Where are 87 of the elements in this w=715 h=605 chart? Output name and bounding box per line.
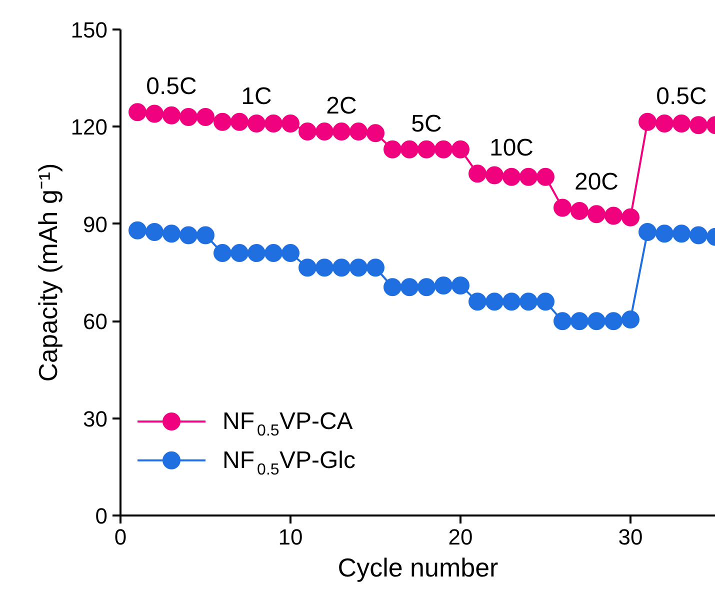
y-tick-label: 30: [83, 406, 108, 432]
point: [656, 114, 674, 132]
point: [384, 140, 402, 158]
point: [418, 140, 436, 158]
point: [146, 223, 164, 241]
point: [536, 168, 554, 186]
point: [554, 198, 572, 217]
point: [384, 278, 402, 296]
point: [520, 292, 538, 311]
point: [214, 244, 232, 262]
point: [656, 224, 674, 243]
point: [400, 140, 418, 158]
point: [162, 224, 180, 243]
x-axis-title: Cycle number: [338, 552, 499, 582]
point: [434, 140, 452, 158]
x-tick-label: 30: [618, 524, 643, 550]
point: [316, 258, 334, 277]
point: [452, 140, 470, 158]
point: [264, 114, 282, 132]
point: [366, 258, 384, 277]
point: [672, 114, 690, 132]
point: [418, 278, 436, 296]
point: [230, 244, 248, 262]
point: [486, 166, 504, 184]
point: [588, 312, 606, 330]
y-tick-label: 0: [95, 504, 108, 528]
point: [146, 104, 164, 123]
point: [604, 312, 622, 330]
annotation: 2C: [326, 92, 357, 120]
point: [570, 202, 588, 220]
point: [468, 292, 486, 311]
point: [502, 292, 520, 311]
point: [196, 108, 214, 126]
annotation: 0.5C: [146, 73, 197, 100]
point: [180, 108, 198, 126]
annotation: 20C: [574, 168, 619, 196]
point: [248, 114, 266, 132]
point: [316, 122, 334, 141]
point: [468, 164, 486, 183]
x-tick-label: 20: [448, 524, 473, 550]
annotation: 10C: [489, 134, 534, 162]
point: [128, 221, 146, 240]
annotation: 1C: [241, 82, 272, 110]
point: [604, 206, 622, 225]
point: [248, 244, 266, 262]
point: [350, 122, 368, 141]
point: [690, 226, 708, 244]
point: [638, 223, 656, 241]
point: [230, 112, 248, 131]
point: [214, 112, 232, 131]
point: [520, 168, 538, 186]
point: [128, 103, 146, 122]
point: [332, 122, 350, 141]
point: [196, 226, 214, 244]
y-axis-title: Capacity (mAh g⁻¹): [32, 163, 63, 382]
x-tick-label: 10: [278, 524, 303, 550]
point: [350, 258, 368, 277]
point: [282, 114, 300, 132]
point: [434, 276, 452, 294]
point: [400, 278, 418, 296]
y-tick-label: 150: [70, 18, 108, 42]
y-tick-label: 120: [70, 114, 108, 140]
point: [298, 122, 316, 141]
point: [180, 226, 198, 244]
point: [486, 292, 504, 311]
annotation: 0.5C: [656, 82, 707, 110]
point: [366, 124, 384, 142]
point: [554, 312, 572, 330]
y-tick-label: 60: [83, 309, 108, 334]
point: [332, 258, 350, 277]
point: [298, 258, 316, 277]
point: [690, 116, 708, 134]
point: [672, 224, 690, 243]
annotation: 5C: [411, 110, 442, 138]
point: [282, 244, 300, 262]
point: [536, 292, 554, 311]
point: [622, 208, 640, 226]
point: [162, 106, 180, 124]
point: [452, 276, 470, 294]
point: [588, 205, 606, 224]
point: [622, 310, 640, 328]
x-tick-label: 0: [114, 524, 127, 550]
point: [502, 168, 520, 186]
point: [570, 312, 588, 330]
point: [264, 244, 282, 262]
y-tick-label: 90: [83, 212, 108, 237]
point: [638, 112, 656, 131]
